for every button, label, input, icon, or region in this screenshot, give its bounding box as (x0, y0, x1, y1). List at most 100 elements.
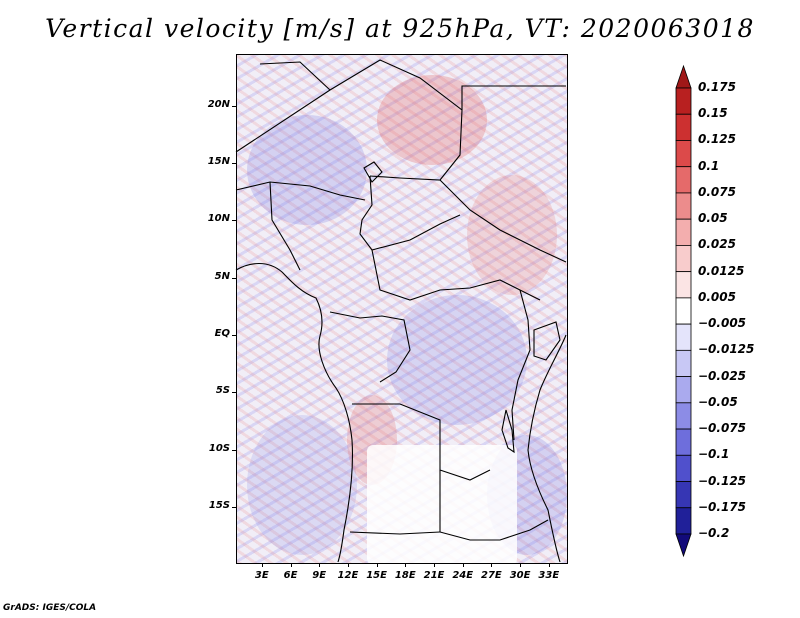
colorbar-segment (675, 64, 692, 89)
border-drc-east (511, 289, 531, 441)
longitude-tick (347, 563, 349, 567)
border-south (349, 531, 441, 535)
colorbar-label: 0.075 (698, 184, 736, 199)
latitude-label: 10N (207, 213, 230, 225)
colorbar-segment (675, 428, 692, 456)
border-lake-victoria (533, 321, 561, 361)
latitude-tick (232, 392, 236, 394)
colorbar-segment (675, 140, 692, 168)
colorbar-segment (675, 218, 692, 246)
colorbar-label: −0.075 (698, 421, 747, 436)
longitude-tick (261, 563, 263, 567)
border-zambia (439, 470, 549, 541)
colorbar-segment (675, 402, 692, 430)
longitude-tick (405, 563, 407, 567)
longitude-label: 6E (283, 570, 298, 581)
colorbar-segment (675, 297, 692, 325)
longitude-label: 15E (366, 570, 387, 581)
field-pattern-red-east (467, 175, 557, 295)
colorbar-label: −0.125 (698, 473, 747, 488)
colorbar-label: −0.005 (698, 316, 747, 331)
longitude-label: 18E (394, 570, 416, 581)
colorbar-label: 0.025 (698, 237, 736, 252)
colorbar-label: 0.05 (698, 211, 728, 226)
latitude-tick (232, 277, 236, 279)
latitude-label: 5S (215, 385, 230, 397)
longitude-tick (376, 563, 378, 567)
colorbar-segment (675, 507, 692, 535)
colorbar-segment (675, 271, 692, 299)
border-angola (352, 403, 491, 481)
colorbar-label: 0.125 (698, 132, 736, 147)
border-chad-car (359, 175, 461, 251)
coastline-east-africa (527, 334, 567, 563)
colorbar-segment (675, 454, 692, 482)
border-northeast (461, 85, 566, 110)
longitude-tick (520, 563, 522, 567)
longitude-label: 3E (254, 570, 269, 581)
border-lake-chad (363, 161, 383, 183)
border-car-south (371, 249, 541, 301)
longitude-tick (434, 563, 435, 567)
colorbar-segment (675, 87, 692, 115)
colorbar-label: 0.175 (698, 80, 736, 94)
longitude-tick (290, 563, 292, 567)
latitude-tick (232, 506, 236, 508)
colorbar-label: 0.005 (698, 289, 736, 304)
longitude-tick (319, 563, 321, 567)
field-pattern-blue-southwest (247, 415, 357, 555)
border-east-horn (439, 179, 567, 263)
border-west-2 (269, 181, 301, 271)
latitude-label: EQ (214, 327, 230, 339)
colorbar-label: −0.1 (698, 447, 730, 462)
latitude-label: 20N (207, 98, 230, 110)
colorbar-label: 0.15 (698, 106, 728, 121)
colorbar-segment (675, 481, 692, 509)
border-congo (329, 311, 411, 383)
colorbar-segment (675, 166, 692, 194)
colorbar-segment (675, 113, 692, 141)
latitude-label: 10S (208, 442, 230, 454)
colorbar-segment (675, 376, 692, 404)
colorbar-label: −0.025 (698, 368, 747, 383)
map-title: Vertical velocity [m/s] at 925hPa, VT: 2… (45, 14, 755, 43)
longitude-label: 21E (423, 570, 445, 581)
colorbar-label: −0.05 (698, 394, 738, 409)
colorbar-segment (675, 323, 692, 351)
longitude-label: 33E (538, 570, 560, 581)
longitude-label: 9E (312, 570, 327, 581)
latitude-label: 15N (207, 155, 230, 167)
latitude-tick (232, 334, 236, 336)
colorbar-segment (675, 533, 692, 558)
colorbar-segment (675, 349, 692, 377)
coastline-west-africa (235, 262, 354, 563)
field-pattern-blue-center (387, 295, 527, 425)
longitude-label: 30E (509, 570, 531, 581)
latitude-tick (232, 449, 236, 451)
latitude-label: 5N (214, 270, 230, 282)
colorbar-segment (675, 245, 692, 273)
longitude-tick (462, 563, 464, 567)
longitude-label: 24E (452, 570, 474, 581)
longitude-label: 27E (481, 570, 502, 581)
latitude-tick (232, 105, 236, 107)
border-north-2 (259, 61, 331, 91)
colorbar-segment (675, 192, 692, 220)
credit-text: GrADS: IGES/COLA (3, 603, 97, 613)
colorbar-label: −0.2 (698, 526, 730, 540)
colorbar-label: −0.0125 (698, 342, 755, 357)
blank-region-south (367, 445, 517, 563)
border-lake-tanganyika (501, 409, 515, 454)
longitude-tick (491, 563, 493, 567)
border-west-1 (235, 181, 366, 201)
latitude-tick (232, 220, 236, 222)
longitude-tick (548, 563, 550, 567)
colorbar-label: −0.175 (698, 499, 747, 514)
field-pattern-blue-northwest (247, 115, 367, 225)
latitude-tick (232, 162, 236, 164)
field-pattern-red-north (377, 75, 487, 165)
colorbar-label: 0.0125 (698, 263, 745, 278)
colorbar-label: 0.1 (698, 158, 720, 173)
